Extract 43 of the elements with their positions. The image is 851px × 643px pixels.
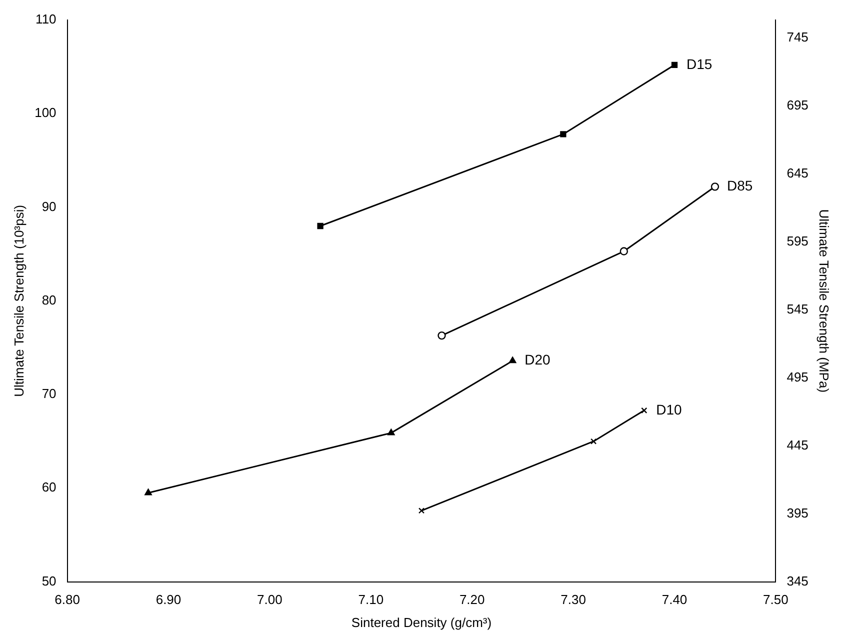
- point: [317, 222, 324, 230]
- y2-tick-label: 395: [786, 505, 808, 520]
- point: [418, 508, 425, 514]
- point: [144, 488, 152, 496]
- point: [590, 438, 597, 444]
- y-tick-label: 50: [42, 573, 56, 588]
- x-tick-label: 7.40: [662, 592, 688, 608]
- y-axis-title: Ultimate Tensile Strength (10³psi): [11, 204, 26, 397]
- y2-axis-title: Ultimate Tensile Strength (MPa): [816, 209, 832, 393]
- point: [620, 247, 628, 256]
- y-tick-label: 110: [36, 12, 56, 27]
- y-tick-label: 90: [42, 198, 56, 214]
- point: [560, 131, 566, 138]
- x-tick-label: 7.20: [459, 592, 485, 608]
- y2-tick-label: 545: [786, 301, 808, 316]
- x-tick-label: 6.80: [54, 592, 80, 608]
- y-tick-label: 60: [42, 480, 56, 495]
- x-tick-label: 7.50: [763, 592, 788, 608]
- y2-tick-label: 345: [786, 573, 808, 588]
- annotation: D15: [686, 56, 712, 72]
- x-tick-label: 7.10: [358, 592, 384, 608]
- point: [388, 428, 395, 436]
- annotation: D10: [656, 401, 682, 418]
- y2-tick-label: 445: [786, 437, 808, 452]
- annotation: D20: [524, 352, 550, 368]
- y2-tick-label: 495: [786, 369, 808, 384]
- x-axis-title: Sintered Density (g/cm³): [351, 614, 492, 630]
- y-tick-label: 80: [42, 292, 56, 308]
- x-tick-label: 6.90: [156, 592, 182, 608]
- point: [508, 356, 516, 364]
- point: [671, 62, 678, 68]
- y-tick-label: 70: [42, 386, 56, 402]
- point: [641, 407, 648, 414]
- y2-tick-label: 695: [786, 97, 808, 112]
- point: [438, 331, 446, 340]
- point: [710, 182, 720, 191]
- y2-tick-label: 745: [786, 29, 808, 44]
- y2-tick-label: 595: [786, 233, 808, 248]
- y-tick-label: 100: [34, 105, 56, 120]
- annotation: D85: [726, 178, 753, 194]
- x-tick-label: 7.00: [257, 592, 282, 608]
- x-tick-label: 7.30: [560, 592, 586, 608]
- y2-tick-label: 645: [786, 165, 808, 180]
